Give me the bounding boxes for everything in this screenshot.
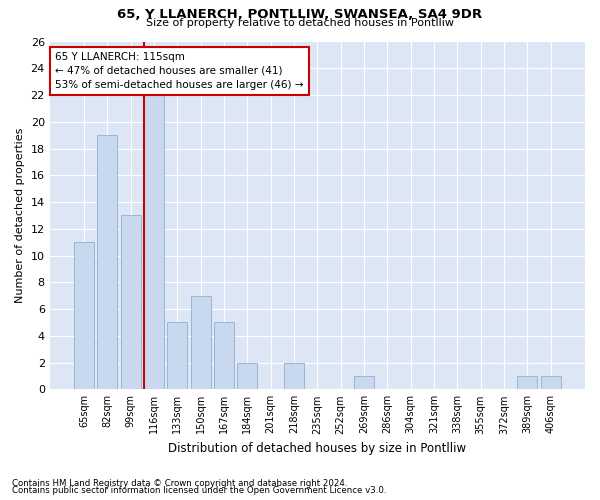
Text: 65 Y LLANERCH: 115sqm
← 47% of detached houses are smaller (41)
53% of semi-deta: 65 Y LLANERCH: 115sqm ← 47% of detached …	[55, 52, 304, 90]
Bar	[541, 376, 560, 390]
Bar	[97, 135, 117, 390]
Y-axis label: Number of detached properties: Number of detached properties	[15, 128, 25, 303]
Text: Contains HM Land Registry data © Crown copyright and database right 2024.: Contains HM Land Registry data © Crown c…	[12, 478, 347, 488]
Bar	[191, 296, 211, 390]
Bar	[238, 362, 257, 390]
Bar	[214, 322, 234, 390]
Text: 65, Y LLANERCH, PONTLLIW, SWANSEA, SA4 9DR: 65, Y LLANERCH, PONTLLIW, SWANSEA, SA4 9…	[118, 8, 482, 20]
Bar	[354, 376, 374, 390]
Bar	[74, 242, 94, 390]
Bar	[144, 95, 164, 390]
X-axis label: Distribution of detached houses by size in Pontlliw: Distribution of detached houses by size …	[168, 442, 466, 455]
Text: Size of property relative to detached houses in Pontlliw: Size of property relative to detached ho…	[146, 18, 454, 28]
Text: Contains public sector information licensed under the Open Government Licence v3: Contains public sector information licen…	[12, 486, 386, 495]
Bar	[121, 216, 140, 390]
Bar	[167, 322, 187, 390]
Bar	[284, 362, 304, 390]
Bar	[517, 376, 538, 390]
